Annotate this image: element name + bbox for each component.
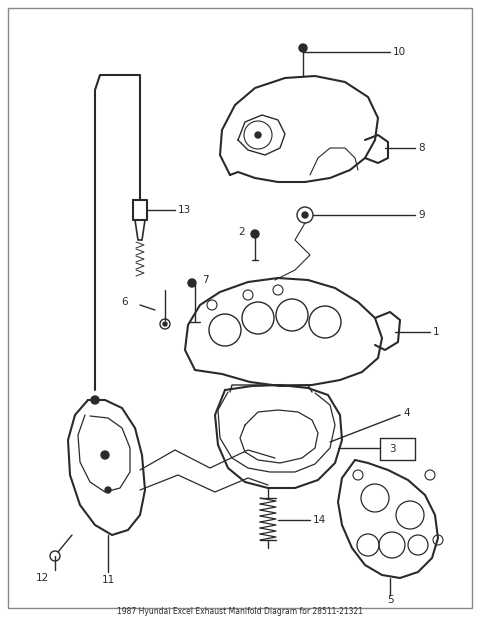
Circle shape <box>163 322 167 326</box>
Circle shape <box>302 212 308 218</box>
Text: 5: 5 <box>387 595 393 605</box>
Text: 6: 6 <box>121 297 128 307</box>
Text: 12: 12 <box>36 573 48 583</box>
Circle shape <box>255 132 261 138</box>
Circle shape <box>101 451 109 459</box>
Circle shape <box>91 396 99 404</box>
Text: 7: 7 <box>202 275 209 285</box>
Circle shape <box>299 44 307 52</box>
Text: 14: 14 <box>313 515 326 525</box>
Text: 2: 2 <box>239 227 245 237</box>
Text: 3: 3 <box>389 444 396 454</box>
Circle shape <box>188 279 196 287</box>
Text: 8: 8 <box>418 143 425 153</box>
Text: 10: 10 <box>393 47 406 57</box>
Text: 1: 1 <box>433 327 440 337</box>
Text: 1987 Hyundai Excel Exhaust Manifold Diagram for 28511-21321: 1987 Hyundai Excel Exhaust Manifold Diag… <box>117 608 363 617</box>
Text: 4: 4 <box>403 408 409 418</box>
Text: 13: 13 <box>178 205 191 215</box>
Text: 11: 11 <box>101 575 115 585</box>
Text: 9: 9 <box>418 210 425 220</box>
Circle shape <box>251 230 259 238</box>
Circle shape <box>105 487 111 493</box>
